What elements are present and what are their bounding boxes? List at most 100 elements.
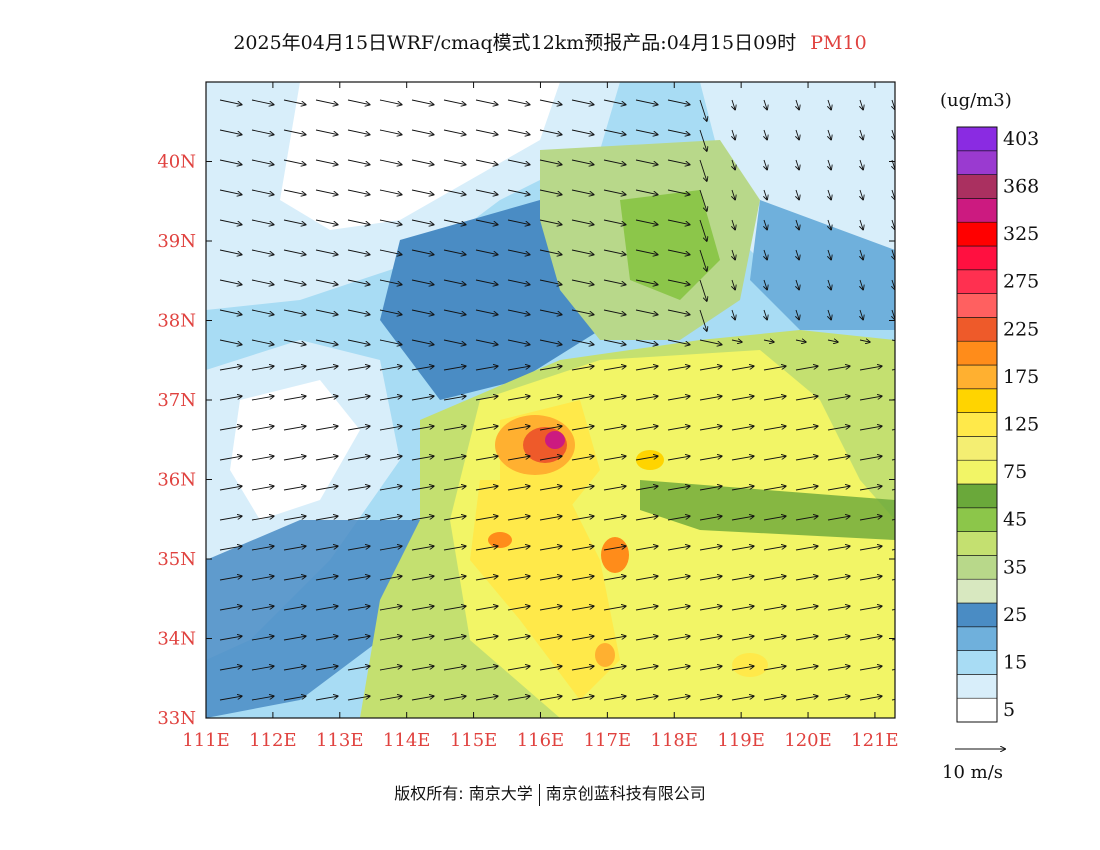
wind-legend-label: 10 m/s bbox=[942, 762, 1003, 783]
colorbar-swatch bbox=[956, 578, 998, 604]
wind-arrow bbox=[507, 366, 530, 371]
wind-arrow bbox=[795, 456, 818, 461]
wind-arrow bbox=[603, 366, 626, 371]
wind-arrow bbox=[507, 309, 530, 315]
wind-arrow bbox=[764, 189, 767, 200]
colorbar-label: 325 bbox=[1003, 223, 1039, 245]
wind-arrow bbox=[347, 99, 370, 105]
wind-arrow bbox=[411, 696, 434, 701]
wind-arrow bbox=[635, 189, 658, 195]
wind-arrow bbox=[315, 606, 338, 611]
wind-arrow bbox=[315, 189, 338, 195]
colorbar-swatch bbox=[956, 459, 998, 485]
wind-arrow bbox=[475, 279, 498, 285]
wind-arrow bbox=[764, 129, 767, 140]
wind-arrow bbox=[571, 99, 594, 105]
wind-arrow bbox=[539, 426, 562, 431]
wind-arrow bbox=[347, 366, 370, 371]
wind-arrow bbox=[699, 516, 722, 521]
wind-arrow bbox=[411, 309, 434, 315]
wind-arrow bbox=[411, 219, 434, 225]
colorbar-swatch bbox=[956, 174, 998, 199]
wind-arrow bbox=[251, 396, 274, 401]
wind-arrow bbox=[347, 546, 370, 551]
wind-arrow bbox=[763, 456, 786, 461]
wind-arrow bbox=[475, 696, 498, 701]
colorbar-unit: (ug/m3) bbox=[940, 90, 1012, 111]
wind-arrow bbox=[219, 219, 242, 225]
wind-arrow bbox=[283, 516, 306, 521]
wind-arrow bbox=[443, 159, 466, 165]
wind-arrow bbox=[379, 666, 402, 671]
wind-arrow bbox=[860, 249, 863, 260]
lon-tick-label: 119E bbox=[717, 730, 765, 751]
wind-arrow bbox=[859, 516, 882, 521]
wind-arrow bbox=[539, 339, 562, 345]
wind-arrow bbox=[219, 516, 242, 521]
wind-arrow bbox=[763, 546, 786, 551]
wind-arrow bbox=[539, 396, 562, 401]
wind-arrow bbox=[379, 279, 402, 285]
wind-arrow bbox=[828, 279, 831, 290]
wind-arrow bbox=[795, 576, 818, 581]
wind-arrow bbox=[635, 636, 658, 641]
wind-arrow bbox=[539, 219, 562, 225]
wind-arrow bbox=[347, 309, 370, 315]
wind-arrow bbox=[571, 189, 594, 195]
colorbar-label: 75 bbox=[1003, 461, 1027, 483]
wind-arrow bbox=[411, 249, 434, 255]
wind-arrow bbox=[251, 546, 274, 551]
wind-arrow bbox=[507, 696, 530, 701]
wind-arrow bbox=[251, 129, 274, 135]
wind-arrow bbox=[635, 516, 658, 521]
wind-arrow bbox=[507, 636, 530, 641]
wind-arrow bbox=[667, 426, 690, 431]
wind-arrow bbox=[443, 249, 466, 255]
wind-arrow bbox=[251, 159, 274, 165]
wind-arrow bbox=[347, 426, 370, 431]
wind-arrow bbox=[827, 396, 850, 401]
lat-tick-label: 39N bbox=[157, 231, 196, 252]
wind-arrow bbox=[571, 366, 594, 371]
wind-arrow bbox=[667, 249, 690, 255]
wind-arrow bbox=[667, 99, 690, 105]
footer-left: 版权所有: 南京大学 bbox=[394, 784, 533, 803]
wind-arrow bbox=[347, 219, 370, 225]
wind-arrow bbox=[827, 340, 838, 342]
title-main: 2025年04月15日WRF/cmaq模式12km预报产品:04月15日09时 bbox=[233, 32, 797, 54]
wind-arrow bbox=[699, 396, 722, 401]
wind-arrow bbox=[315, 546, 338, 551]
wind-arrow bbox=[251, 426, 274, 431]
wind-arrow bbox=[347, 159, 370, 165]
wind-arrow bbox=[507, 396, 530, 401]
wind-arrow bbox=[731, 426, 754, 431]
wind-arrow bbox=[827, 576, 850, 581]
wind-arrow bbox=[251, 516, 274, 521]
wind-arrow bbox=[411, 636, 434, 641]
wind-arrow bbox=[571, 486, 594, 491]
wind-arrow bbox=[539, 696, 562, 701]
wind-arrow bbox=[667, 666, 690, 671]
wind-arrow bbox=[475, 516, 498, 521]
colorbar-label: 275 bbox=[1003, 271, 1039, 293]
wind-arrow bbox=[603, 546, 626, 551]
wind-arrow bbox=[507, 129, 530, 135]
wind-arrow bbox=[443, 309, 466, 315]
wind-arrow bbox=[667, 516, 690, 521]
wind-arrow bbox=[827, 696, 850, 701]
wind-arrow bbox=[251, 606, 274, 611]
wind-arrow bbox=[507, 219, 530, 225]
wind-arrow bbox=[731, 696, 754, 701]
wind-arrow bbox=[763, 516, 786, 521]
wind-arrow bbox=[507, 189, 530, 195]
wind-arrow bbox=[475, 606, 498, 611]
wind-arrow bbox=[635, 249, 658, 255]
colorbar-label: 15 bbox=[1003, 652, 1027, 674]
wind-arrow bbox=[699, 576, 722, 581]
wind-arrow bbox=[860, 99, 863, 110]
wind-arrow bbox=[507, 456, 530, 461]
colorbar-swatch bbox=[956, 697, 998, 723]
wind-arrow bbox=[315, 339, 338, 345]
wind-arrow bbox=[315, 696, 338, 701]
wind-arrow bbox=[507, 159, 530, 165]
